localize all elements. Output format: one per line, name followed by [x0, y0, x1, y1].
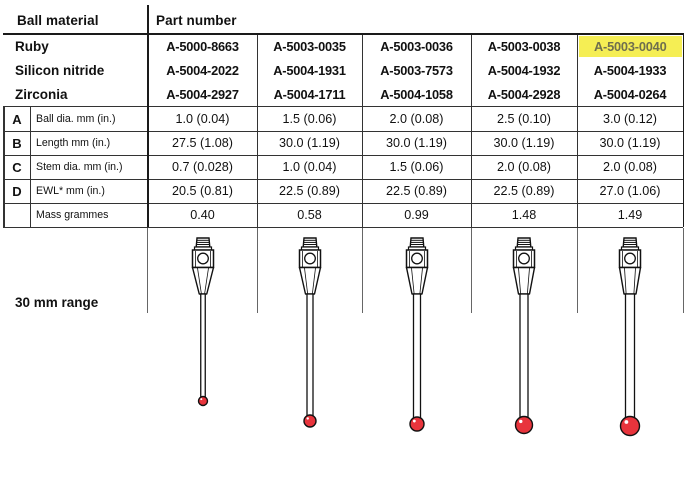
stub-divider-3 [470, 228, 472, 313]
spec-value-cell: 1.0 (0.04) [175, 112, 230, 126]
spec-row-label: Ball dia. mm (in.) [36, 113, 116, 125]
column-divider-1 [256, 35, 258, 227]
spec-value-cell: 30.0 (1.19) [279, 136, 340, 150]
part-number-cell: A-5003-0035 [273, 39, 346, 54]
letter-column-divider [30, 107, 32, 227]
spec-value-cell: 22.5 (0.89) [493, 184, 555, 198]
part-number-cell: A-5004-1932 [487, 63, 561, 78]
spec-value-cell: 0.58 [297, 208, 322, 222]
part-number-cell: A-5004-0264 [593, 87, 667, 102]
stylus-ball-1.0mm [191, 237, 214, 407]
spec-value-cell: 30.0 (1.19) [493, 136, 555, 150]
spec-value-cell: 1.5 (0.06) [389, 160, 444, 174]
part-number-cell: A-5003-0036 [380, 39, 453, 54]
header-part-number: Part number [156, 13, 237, 28]
table-right-border [682, 33, 684, 227]
spec-value-cell: 3.0 (0.12) [603, 112, 657, 126]
part-number-cell: A-5004-2927 [166, 87, 239, 102]
header-rule [3, 33, 683, 36]
spec-value-cell: 2.0 (0.08) [497, 160, 551, 174]
part-number-cell: A-5004-2928 [487, 87, 561, 102]
part-number-cell: A-5004-2022 [166, 63, 239, 78]
spec-value-cell: 1.0 (0.04) [282, 160, 337, 174]
part-number-cell: A-5003-0038 [487, 39, 561, 54]
stub-divider-5 [682, 228, 684, 313]
spec-value-cell: 2.5 (0.10) [497, 112, 551, 126]
spec-row-label: EWL* mm (in.) [36, 185, 105, 197]
stylus-ball-3.0mm [618, 237, 642, 437]
part-number-cell: A-5004-1933 [593, 63, 667, 78]
spec-rule-2 [3, 154, 683, 156]
spec-value-cell: 0.40 [190, 208, 215, 222]
part-number-cell-highlighted: A-5003-0040 [579, 35, 682, 57]
table-bottom-rule [3, 226, 683, 229]
stub-divider-0 [147, 228, 149, 313]
spec-value-cell: 20.5 (0.81) [172, 184, 233, 198]
spec-value-cell: 27.5 (1.08) [172, 136, 233, 150]
spec-row-label: Stem dia. mm (in.) [36, 161, 123, 173]
spec-value-cell: 1.49 [617, 208, 643, 222]
stylus-ball-2.0mm [405, 237, 428, 432]
spec-rule-3 [3, 178, 683, 180]
spec-row-label: Length mm (in.) [36, 137, 111, 149]
stylus-shape [618, 237, 642, 437]
stylus-ball-1.5mm [298, 237, 321, 428]
header-ball-material: Ball material [17, 13, 99, 28]
stylus-shape [191, 237, 214, 407]
materials-bottom-rule [3, 105, 683, 108]
spec-value-cell: 0.7 (0.028) [172, 160, 233, 174]
label-column-divider [147, 5, 149, 227]
stylus-ball-2.5mm [512, 237, 536, 435]
spec-value-cell: 27.0 (1.06) [599, 184, 661, 198]
column-divider-3 [470, 35, 472, 227]
spec-row-label: Mass grammes [36, 209, 109, 221]
spec-value-cell: 2.0 (0.08) [389, 112, 444, 126]
spec-row-letter: A [12, 111, 22, 127]
stub-divider-2 [361, 228, 363, 313]
spec-value-cell: 1.48 [511, 208, 537, 222]
stylus-shape [512, 237, 536, 435]
part-number-cell: A-5004-1931 [273, 63, 346, 78]
stylus-shape [298, 237, 321, 428]
spec-value-cell: 1.5 (0.06) [282, 112, 337, 126]
spec-row-letter: D [12, 183, 22, 199]
spec-value-cell: 22.5 (0.89) [386, 184, 447, 198]
part-number-cell: A-5000-8663 [166, 39, 239, 54]
material-name-ruby: Ruby [15, 39, 49, 54]
material-name-silicon-nitride: Silicon nitride [15, 63, 105, 78]
stylus-shape [405, 237, 428, 432]
spec-value-cell: 30.0 (1.19) [386, 136, 447, 150]
part-number-cell: A-5004-1058 [380, 87, 453, 102]
spec-rule-1 [3, 130, 683, 132]
spec-row-letter: C [12, 159, 22, 175]
spec-value-cell: 0.99 [404, 208, 429, 222]
stub-divider-4 [576, 228, 578, 313]
column-divider-4 [576, 35, 578, 227]
table-left-border [3, 106, 5, 227]
material-name-zirconia: Zirconia [15, 87, 68, 102]
part-number-cell: A-5003-7573 [380, 63, 453, 78]
spec-row-letter: B [12, 135, 22, 151]
spec-value-cell: 30.0 (1.19) [599, 136, 661, 150]
stub-divider-1 [256, 228, 258, 313]
spec-value-cell: 22.5 (0.89) [279, 184, 340, 198]
spec-value-cell: 2.0 (0.08) [603, 160, 657, 174]
column-divider-2 [361, 35, 363, 227]
spec-rule-4 [3, 202, 683, 204]
range-label: 30 mm range [15, 294, 99, 310]
part-number-cell: A-5004-1711 [273, 87, 346, 102]
